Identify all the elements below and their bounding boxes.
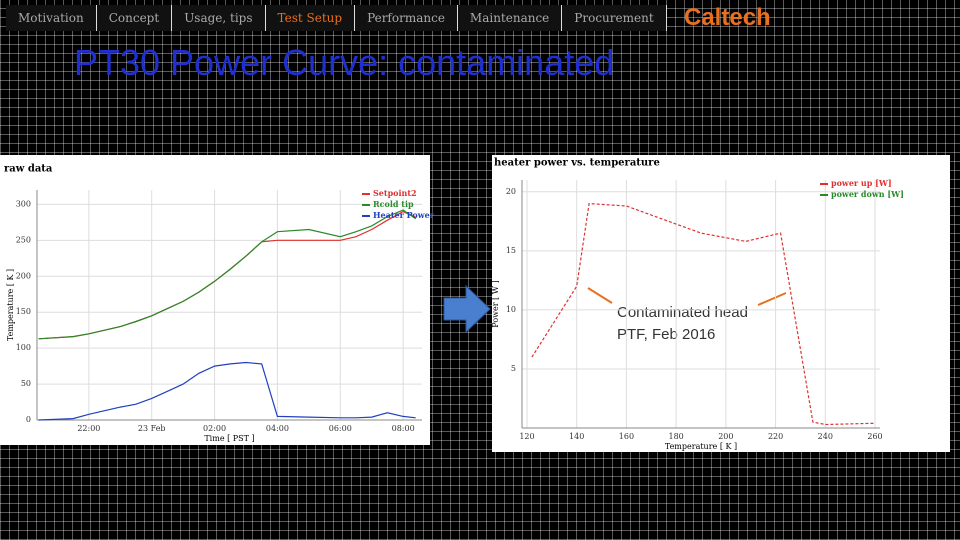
y-tick-label: 0 xyxy=(26,415,31,424)
legend-label: power down [W] xyxy=(831,189,904,199)
series-line xyxy=(531,202,876,426)
x-tick-label: 04:00 xyxy=(266,424,289,433)
nav-item[interactable]: Test Setup xyxy=(265,5,356,31)
y-tick-label: 200 xyxy=(16,271,31,280)
arrow xyxy=(443,284,491,334)
y-axis-label: Power [ W ] xyxy=(491,280,500,327)
x-axis-label: Time [ PST ] xyxy=(204,434,254,443)
y-tick-label: 300 xyxy=(16,199,31,208)
x-tick-label: 140 xyxy=(569,432,584,441)
legend-label: Heater Power xyxy=(373,210,435,220)
x-tick-label: 180 xyxy=(668,432,683,441)
x-axis-label: Temperature [ K ] xyxy=(665,442,737,451)
x-tick-label: 120 xyxy=(519,432,534,441)
chart-title: heater power vs. temperature xyxy=(494,158,660,169)
y-tick-label: 150 xyxy=(16,307,31,316)
legend-label: Setpoint2 xyxy=(373,188,417,198)
y-tick-label: 5 xyxy=(511,364,516,373)
legend-label: Rcold tip xyxy=(373,199,414,209)
x-tick-label: 23 Feb xyxy=(138,424,166,433)
y-tick-label: 250 xyxy=(16,235,31,244)
x-tick-label: 160 xyxy=(619,432,634,441)
nav-item[interactable]: Usage, tips xyxy=(172,5,266,31)
slide-title: PT30 Power Curve: contaminated xyxy=(74,42,615,83)
annotation-line xyxy=(757,292,787,306)
annotation: Contaminated head xyxy=(617,304,748,321)
legend-label: power up [W] xyxy=(831,178,892,188)
nav-item[interactable]: Performance xyxy=(355,5,458,31)
annotation-line xyxy=(587,287,613,304)
x-tick-label: 260 xyxy=(867,432,882,441)
x-tick-label: 02:00 xyxy=(203,424,226,433)
x-tick-label: 08:00 xyxy=(392,424,415,433)
series-line xyxy=(38,361,416,421)
y-tick-label: 20 xyxy=(506,187,516,196)
x-tick-label: 22:00 xyxy=(77,424,100,433)
x-tick-label: 240 xyxy=(818,432,833,441)
chart-title: raw data xyxy=(4,164,53,175)
series-line xyxy=(38,209,417,340)
chart-panel xyxy=(492,155,950,452)
nav-item[interactable]: Motivation xyxy=(6,5,97,31)
nav-item[interactable]: Procurement xyxy=(562,5,667,31)
y-axis-label: Temperature [ K ] xyxy=(6,269,15,341)
y-tick-label: 100 xyxy=(16,343,31,352)
nav-item[interactable]: Concept xyxy=(96,5,173,31)
logo: Caltech xyxy=(684,4,771,31)
y-tick-label: 10 xyxy=(506,305,516,314)
nav-item[interactable]: Maintenance xyxy=(457,5,563,31)
y-tick-label: 50 xyxy=(21,379,31,388)
annotation: PTF, Feb 2016 xyxy=(617,326,715,343)
x-tick-label: 06:00 xyxy=(329,424,352,433)
nav-bar: Motivation Concept Usage, tips Test Setup Pe… xyxy=(6,5,667,31)
x-tick-label: 200 xyxy=(718,432,733,441)
x-tick-label: 220 xyxy=(768,432,783,441)
y-tick-label: 15 xyxy=(506,246,516,255)
